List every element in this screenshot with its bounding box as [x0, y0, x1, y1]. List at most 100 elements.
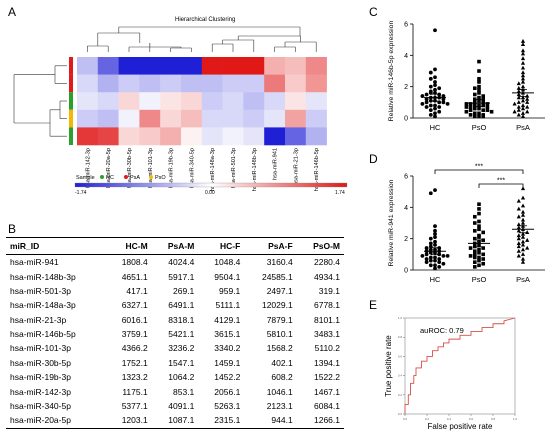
heatmap-cell [285, 74, 307, 93]
data-point [481, 257, 485, 261]
heatmap-cell [222, 92, 244, 111]
expression-value-cell: 1323.2 [121, 372, 148, 383]
expression-value-cell: 24585.1 [261, 271, 293, 282]
row-group-swatch [69, 109, 73, 128]
significance-label: *** [497, 178, 505, 185]
data-point [473, 111, 477, 116]
row-group-swatch [69, 74, 73, 93]
data-point [473, 103, 477, 108]
data-point [420, 254, 425, 258]
color-scale-bar [74, 182, 348, 188]
heatmap-cell [264, 74, 286, 93]
data-point [477, 80, 481, 84]
expression-value-cell: 608.2 [271, 372, 293, 383]
data-point [433, 235, 437, 240]
table-row: hsa-miR-340-5p 5377.1 4091.1 5263.1 2123.1 60… [6, 399, 344, 413]
data-point [433, 243, 437, 247]
data-point [477, 111, 481, 116]
y-tick-label: 0 [404, 116, 408, 123]
data-point [473, 92, 477, 97]
heatmap-cell [264, 127, 286, 146]
data-point [481, 108, 485, 112]
heatmap-cell [222, 74, 244, 93]
data-point [428, 250, 433, 255]
expression-value-cell: 5110.2 [314, 343, 340, 354]
y-tick-label: 4 [404, 53, 408, 60]
data-point [420, 94, 425, 98]
data-point [445, 254, 450, 258]
data-point [424, 252, 429, 257]
heatmap-cell [97, 74, 119, 93]
data-point [468, 108, 473, 112]
data-point [477, 219, 481, 224]
heatmap-cell [201, 127, 223, 146]
data-point [520, 42, 526, 46]
column-dendrogram [87, 26, 317, 52]
legend-swatch-hc [100, 175, 104, 179]
data-point [441, 97, 446, 102]
table-header: PsA-M [151, 237, 199, 255]
auroc-annotation: auROC: 0.79 [420, 326, 464, 335]
expression-value-cell: 319.1 [318, 285, 340, 296]
heatmap-column-label: hsa-miR-501-3p [231, 148, 237, 188]
x-tick-label: HC [430, 123, 441, 132]
data-point [468, 113, 473, 117]
heatmap-cell [222, 57, 244, 75]
expression-value-cell: 7879.1 [266, 314, 293, 325]
heatmap-cell [77, 92, 99, 111]
data-point [481, 114, 485, 119]
data-point [424, 260, 429, 265]
expression-value-cell: 1087.1 [151, 413, 199, 429]
legend-title: Sample [76, 175, 95, 181]
heatmap-column-label: hsa-miR-941 [273, 148, 279, 180]
expression-value-cell: 6327.1 [121, 300, 148, 311]
data-point [520, 65, 526, 70]
data-point [477, 250, 481, 255]
expression-value-cell: 9504.1 [214, 271, 241, 282]
row-group-swatch [69, 57, 73, 75]
expression-value-cell: 12029.1 [261, 300, 293, 311]
data-point [520, 247, 526, 252]
data-point [433, 80, 437, 84]
mirna-id-cell: hsa-miR-148b-3p [10, 271, 76, 282]
data-point [516, 236, 521, 241]
table-row: hsa-miR-21-3p 6016.1 8318.1 4129.1 7879.1 810… [6, 313, 344, 327]
legend-swatch-psa [124, 175, 128, 179]
y-tick-label: 0 [404, 268, 408, 275]
expression-value-cell: 1522.2 [314, 372, 340, 383]
data-point [481, 100, 485, 105]
data-point [516, 89, 521, 93]
legend-label-hc: HC [106, 175, 114, 181]
data-point [428, 70, 433, 75]
data-point [473, 260, 477, 264]
data-point [428, 263, 433, 268]
data-point [477, 84, 481, 89]
data-point [477, 247, 481, 252]
x-tick-label: PsO [472, 123, 487, 132]
heatmap-column-label: hsa-miR-30b-5p [127, 148, 133, 188]
x-tick-label: PsO [472, 275, 487, 284]
expression-value-cell: 1467.1 [314, 386, 340, 397]
y-tick-label: 6 [404, 174, 408, 181]
data-point [473, 100, 477, 105]
heatmap-cell [181, 92, 203, 111]
y-tick-label: 2 [404, 84, 408, 91]
expression-value-cell: 269.1 [173, 285, 195, 296]
heatmap-cell [243, 127, 265, 146]
data-point [473, 97, 477, 101]
data-point [516, 206, 521, 211]
scale-max-label: 1.74 [335, 190, 345, 196]
data-point [520, 209, 526, 214]
heatmap-cell [305, 127, 327, 146]
data-point [473, 106, 477, 111]
table-row: hsa-miR-146b-5p 3759.1 5421.1 3615.1 5810.1 3… [6, 327, 344, 341]
data-point [424, 246, 429, 250]
data-point [477, 235, 481, 239]
data-point [477, 255, 481, 260]
expression-value-cell: 1266.1 [296, 413, 344, 429]
significance-label: *** [475, 164, 483, 171]
heatmap-cell [243, 92, 265, 111]
data-point [481, 238, 485, 243]
data-point [520, 256, 526, 261]
data-point [520, 195, 526, 200]
